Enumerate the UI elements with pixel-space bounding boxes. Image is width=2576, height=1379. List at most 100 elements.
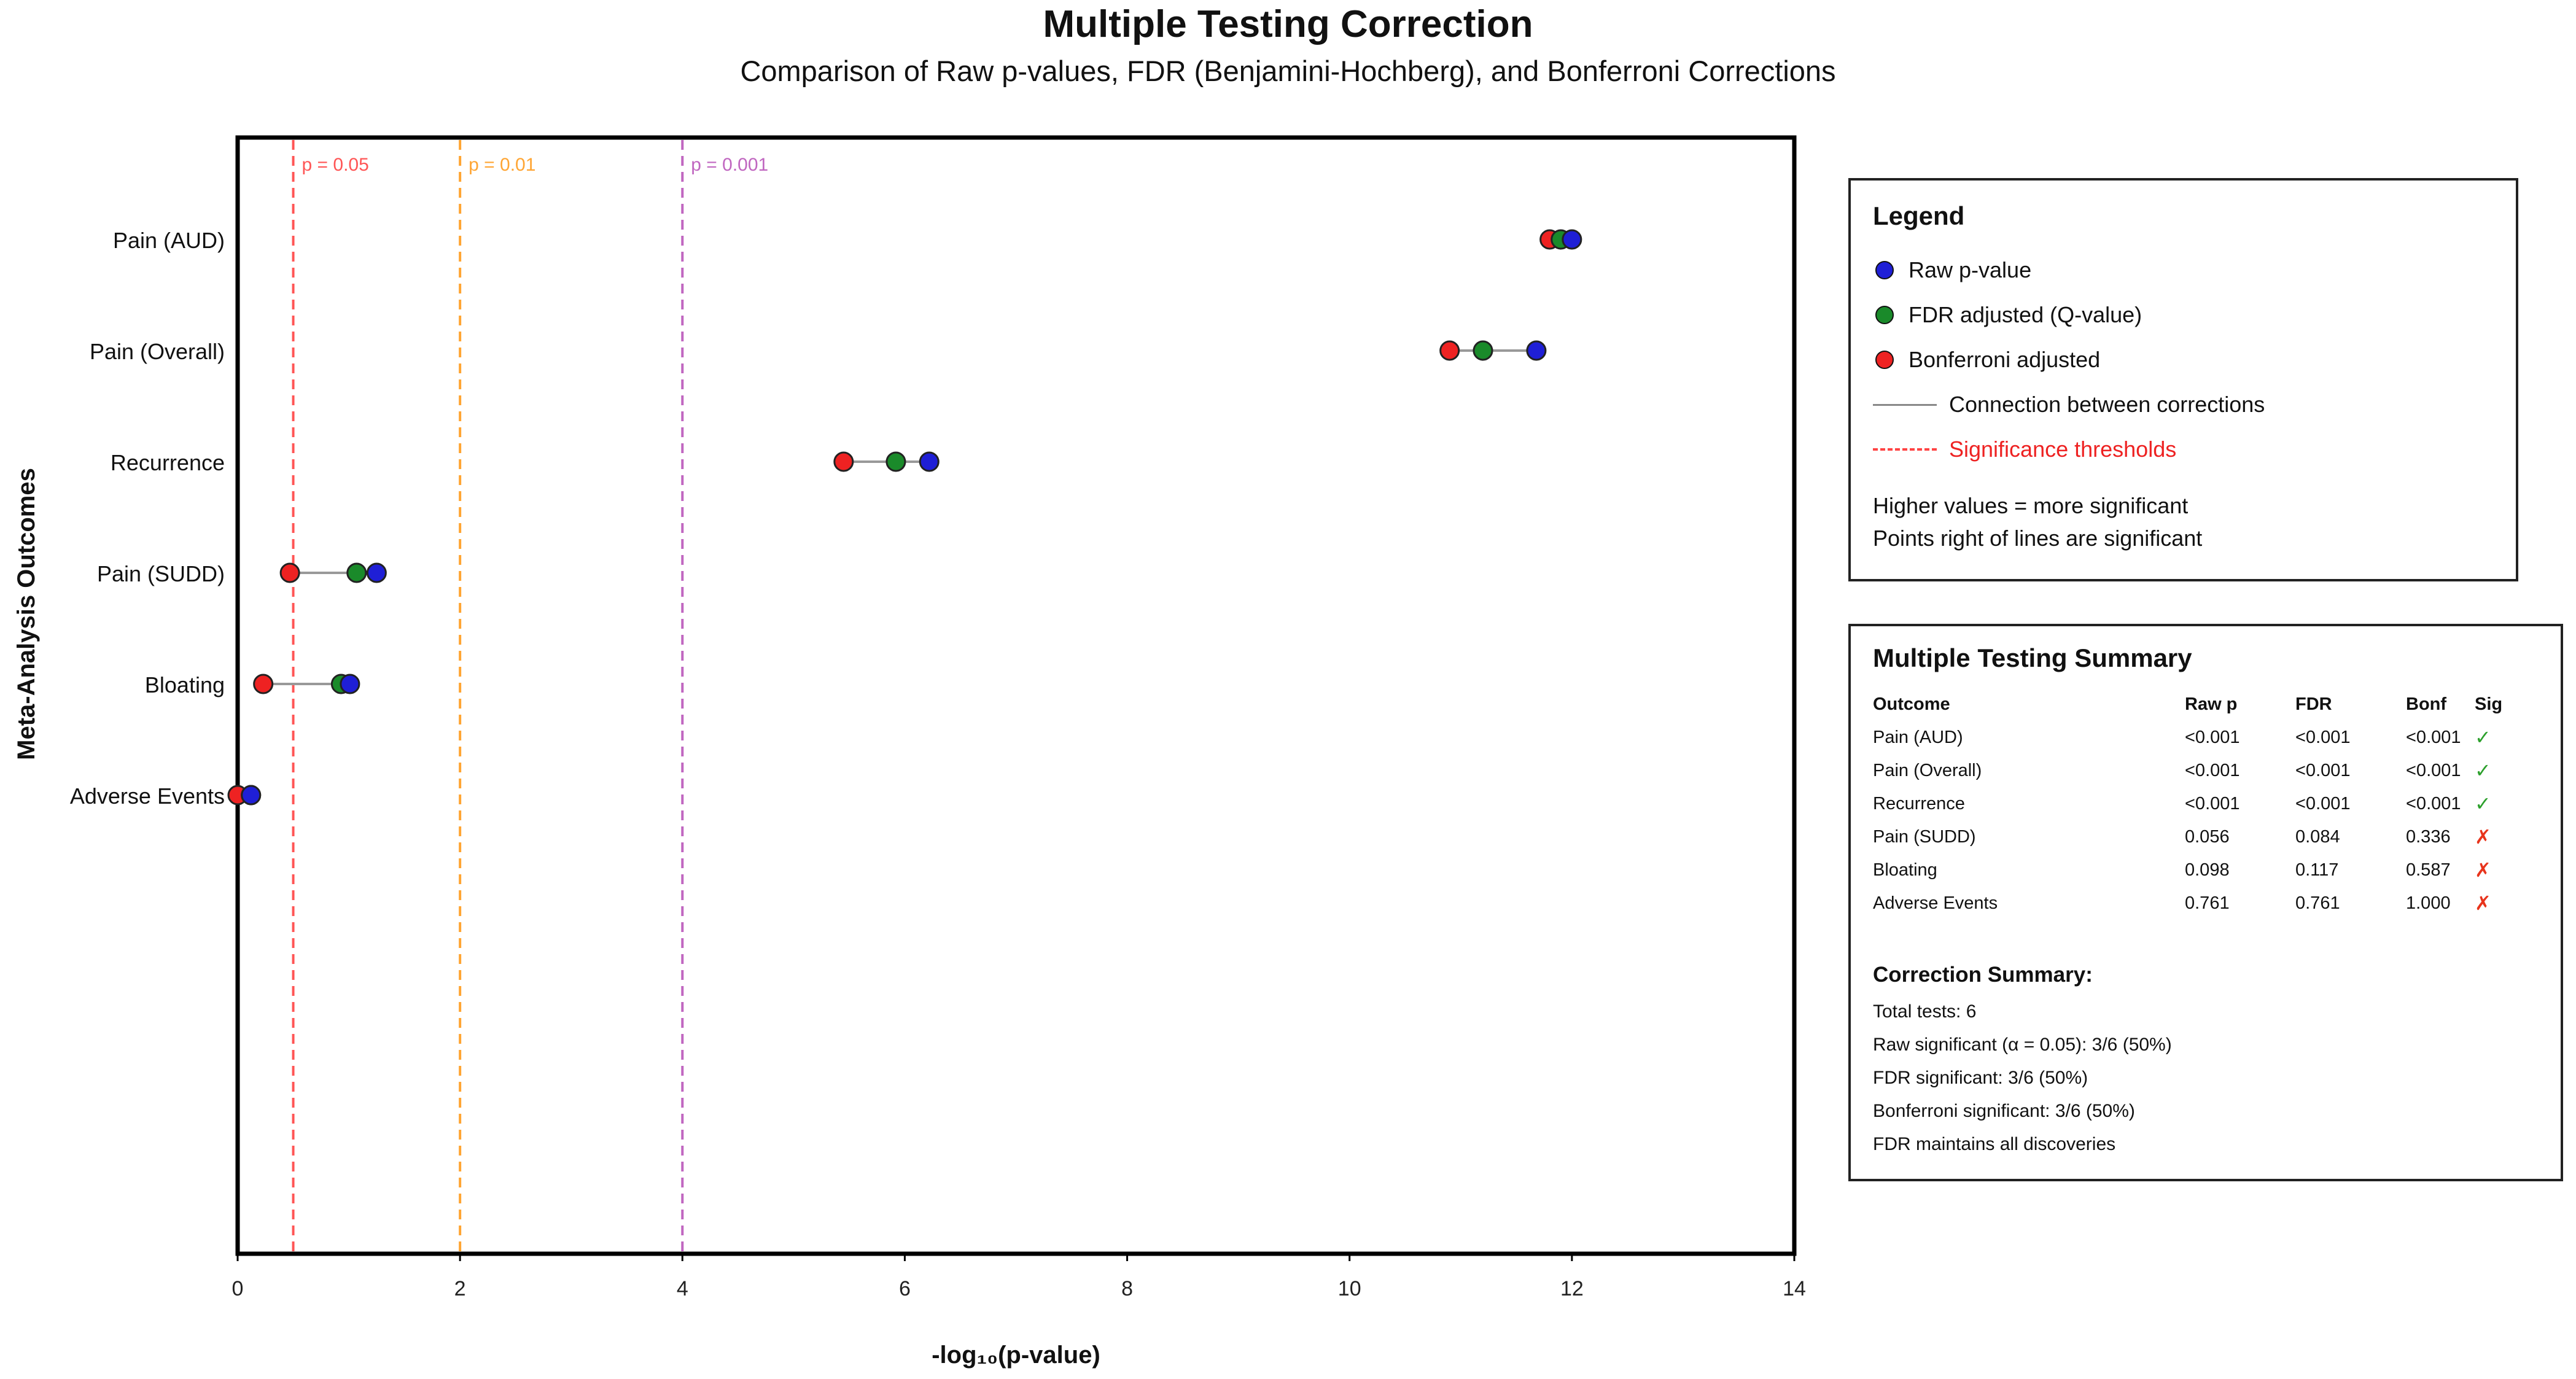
dashed-line-icon	[1873, 448, 1937, 451]
category-label: Pain (AUD)	[113, 228, 225, 253]
cell-raw-p: <0.001	[2185, 760, 2240, 780]
bonferroni-point	[1439, 340, 1460, 361]
chart-title: Multiple Testing Correction	[1043, 3, 1533, 45]
cell-raw-p: 0.056	[2185, 826, 2230, 847]
correction-line: FDR significant: 3/6 (50%)	[1873, 1068, 2088, 1088]
legend-note: Higher values = more significant	[1873, 493, 2189, 518]
bonferroni-marker-icon	[1875, 351, 1894, 369]
table-row: Recurrence <0.001 <0.001 <0.001 ✓	[1873, 787, 2512, 820]
cell-outcome: Pain (SUDD)	[1873, 826, 1976, 847]
legend-item-label: Significance thresholds	[1949, 437, 2177, 462]
threshold-label: p = 0.01	[469, 155, 535, 175]
cell-bonf: <0.001	[2406, 760, 2461, 780]
header-sig: Sig	[2475, 694, 2503, 714]
correction-line: FDR maintains all discoveries	[1873, 1134, 2116, 1154]
summary-panel: Multiple Testing Summary Outcome Raw p F…	[1848, 624, 2563, 1181]
cell-fdr: <0.001	[2295, 760, 2351, 780]
cell-outcome: Pain (Overall)	[1873, 760, 1982, 780]
legend-note: Points right of lines are significant	[1873, 526, 2203, 551]
cell-outcome: Adverse Events	[1873, 893, 1998, 913]
legend-title: Legend	[1873, 201, 1965, 230]
correction-summary-title: Correction Summary:	[1873, 963, 2093, 987]
cell-fdr: 0.084	[2295, 826, 2340, 847]
legend-item-connection: Connection between corrections	[1873, 389, 2265, 420]
fdr-marker-icon	[1875, 306, 1894, 324]
header-raw-p: Raw p	[2185, 694, 2238, 714]
category-label: Bloating	[145, 672, 225, 697]
cell-fdr: 0.761	[2295, 893, 2340, 913]
x-tick-label: 2	[454, 1277, 466, 1300]
table-row: Adverse Events 0.761 0.761 1.000 ✗	[1873, 887, 2512, 920]
legend-panel: Legend Raw p-value FDR adjusted (Q-value…	[1848, 178, 2518, 581]
cell-raw-p: <0.001	[2185, 727, 2240, 747]
fdr-point	[1473, 340, 1493, 361]
raw-point	[241, 785, 262, 806]
bonferroni-point	[279, 562, 300, 583]
cross-icon: ✗	[2475, 859, 2491, 881]
raw-point	[1562, 229, 1582, 250]
cell-raw-p: 0.761	[2185, 893, 2230, 913]
check-icon: ✓	[2475, 759, 2491, 782]
raw-point	[340, 674, 360, 694]
check-icon: ✓	[2475, 726, 2491, 748]
fdr-point	[346, 562, 367, 583]
raw-point	[366, 562, 387, 583]
summary-table: Outcome Raw p FDR Bonf Sig Pain (AUD) <0…	[1873, 688, 2512, 920]
x-tick-label: 4	[677, 1277, 688, 1300]
cell-fdr: <0.001	[2295, 727, 2351, 747]
x-tick-label: 8	[1121, 1277, 1133, 1300]
table-row: Pain (Overall) <0.001 <0.001 <0.001 ✓	[1873, 754, 2512, 787]
threshold-label: p = 0.05	[302, 155, 369, 175]
raw-marker-icon	[1875, 261, 1894, 279]
raw-point	[919, 451, 940, 472]
x-axis-label: -log₁₀(p-value)	[932, 1342, 1100, 1369]
cross-icon: ✗	[2475, 892, 2491, 914]
x-tick-label: 10	[1338, 1277, 1361, 1300]
cell-raw-p: 0.098	[2185, 860, 2230, 880]
threshold-label: p = 0.001	[691, 155, 768, 175]
header-bonf: Bonf	[2406, 694, 2447, 714]
summary-header-row: Outcome Raw p FDR Bonf Sig	[1873, 688, 2512, 721]
cell-outcome: Recurrence	[1873, 793, 1965, 814]
connector-line-icon	[1873, 403, 1937, 406]
cell-fdr: <0.001	[2295, 793, 2351, 814]
plot-frame	[235, 135, 1797, 1256]
legend-item-bonferroni: Bonferroni adjusted	[1873, 344, 2100, 375]
category-label: Pain (SUDD)	[97, 561, 225, 586]
chart-subtitle: Comparison of Raw p-values, FDR (Benjami…	[740, 55, 1836, 87]
raw-point	[1526, 340, 1547, 361]
cell-fdr: 0.117	[2295, 860, 2339, 880]
cross-icon: ✗	[2475, 826, 2491, 848]
cell-bonf: <0.001	[2406, 793, 2461, 814]
bonferroni-point	[253, 674, 274, 694]
cell-outcome: Bloating	[1873, 860, 1937, 880]
legend-item-thresholds: Significance thresholds	[1873, 434, 2176, 465]
y-axis-label: Meta-Analysis Outcomes	[13, 468, 40, 760]
category-label: Recurrence	[111, 450, 225, 475]
correction-line: Raw significant (α = 0.05): 3/6 (50%)	[1873, 1035, 2172, 1055]
bonferroni-point	[833, 451, 854, 472]
fdr-point	[885, 451, 906, 472]
table-row: Bloating 0.098 0.117 0.587 ✗	[1873, 853, 2512, 887]
cell-outcome: Pain (AUD)	[1873, 727, 1963, 747]
category-label: Pain (Overall)	[90, 339, 225, 364]
table-row: Pain (AUD) <0.001 <0.001 <0.001 ✓	[1873, 721, 2512, 754]
legend-item-label: Raw p-value	[1909, 257, 2032, 282]
cell-bonf: 1.000	[2406, 893, 2451, 913]
x-tick-label: 14	[1783, 1277, 1806, 1300]
x-tick-label: 12	[1560, 1277, 1584, 1300]
cell-bonf: 0.587	[2406, 860, 2451, 880]
header-fdr: FDR	[2295, 694, 2332, 714]
category-label: Adverse Events	[70, 783, 225, 809]
legend-item-label: FDR adjusted (Q-value)	[1909, 302, 2142, 327]
correction-line: Total tests: 6	[1873, 1001, 1977, 1022]
legend-item-fdr: FDR adjusted (Q-value)	[1873, 300, 2142, 330]
legend-item-label: Bonferroni adjusted	[1909, 347, 2101, 372]
correction-line: Bonferroni significant: 3/6 (50%)	[1873, 1101, 2135, 1121]
cell-bonf: 0.336	[2406, 826, 2451, 847]
table-row: Pain (SUDD) 0.056 0.084 0.336 ✗	[1873, 820, 2512, 853]
check-icon: ✓	[2475, 793, 2491, 815]
header-outcome: Outcome	[1873, 694, 1950, 714]
legend-item-raw: Raw p-value	[1873, 255, 2031, 286]
